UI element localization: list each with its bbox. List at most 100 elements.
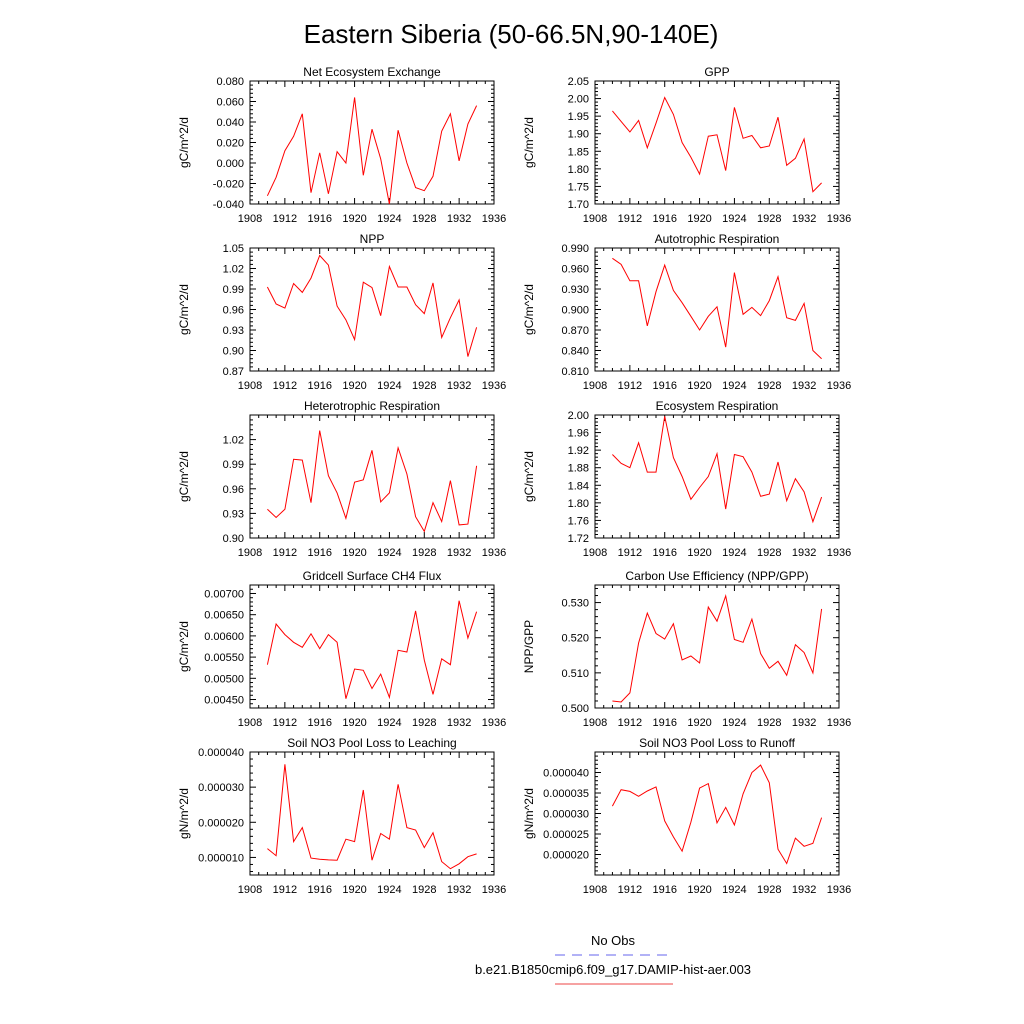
y-axis-label: NPP/GPP <box>522 620 536 673</box>
y-tick-label: 0.840 <box>561 346 589 358</box>
y-tick-label: 0.510 <box>561 668 589 680</box>
y-tick-label: 0.00600 <box>204 631 244 643</box>
figure-title: Eastern Siberia (50-66.5N,90-140E) <box>304 19 719 49</box>
x-tick-label: 1936 <box>827 884 851 896</box>
y-tick-label: 0.000020 <box>198 817 244 829</box>
x-tick-label: 1924 <box>377 717 401 729</box>
panel-title: Soil NO3 Pool Loss to Leaching <box>287 736 456 750</box>
x-tick-label: 1908 <box>238 884 262 896</box>
y-tick-label: 1.95 <box>568 111 589 123</box>
panel-title: Heterotrophic Respiration <box>304 399 440 413</box>
series-line <box>266 600 478 700</box>
x-tick-label: 1932 <box>792 547 816 559</box>
x-tick-label: 1932 <box>447 884 471 896</box>
y-tick-label: 1.92 <box>568 445 589 457</box>
x-tick-label: 1920 <box>687 213 711 225</box>
x-tick-label: 1912 <box>618 213 642 225</box>
x-tick-label: 1916 <box>652 547 676 559</box>
x-tick-label: 1932 <box>792 717 816 729</box>
y-tick-label: 1.70 <box>568 199 589 211</box>
series-line <box>267 430 478 533</box>
plot-frame <box>249 80 495 205</box>
x-tick-label: 1936 <box>827 213 851 225</box>
panel-title: NPP <box>360 232 385 246</box>
plot-frame <box>594 751 840 876</box>
plot-frame <box>594 584 840 709</box>
x-tick-label: 1912 <box>618 547 642 559</box>
x-tick-label: 1908 <box>238 547 262 559</box>
x-tick-label: 1920 <box>687 717 711 729</box>
y-axis-label: gC/m^2/d <box>522 117 536 168</box>
x-tick-label: 1912 <box>618 717 642 729</box>
y-tick-label: 0.93 <box>223 325 244 337</box>
x-tick-label: 1916 <box>307 380 331 392</box>
x-tick-label: 1932 <box>792 380 816 392</box>
y-tick-label: 0.000020 <box>543 850 589 862</box>
x-tick-label: 1916 <box>307 884 331 896</box>
chart-panels: Net Ecosystem Exchange gC/m^2/d 1908 1912 19… <box>177 65 851 896</box>
x-tick-label: 1920 <box>342 717 366 729</box>
y-tick-label: 0.040 <box>216 117 244 129</box>
x-tick-label: 1924 <box>377 547 401 559</box>
y-tick-label: 2.05 <box>568 76 589 88</box>
x-tick-label: 1936 <box>482 380 506 392</box>
x-tick-label: 1912 <box>273 547 297 559</box>
y-tick-label: 0.00500 <box>204 673 244 685</box>
series-line <box>267 764 477 870</box>
x-tick-label: 1908 <box>583 213 607 225</box>
y-tick-label: 1.02 <box>223 435 244 447</box>
y-axis-label: gN/m^2/d <box>177 788 191 839</box>
x-tick-label: 1932 <box>792 884 816 896</box>
y-axis-label: gC/m^2/d <box>177 117 191 168</box>
y-axis-label: gC/m^2/d <box>177 284 191 335</box>
y-tick-label: 0.00650 <box>204 610 244 622</box>
y-tick-label: 0.000030 <box>543 809 589 821</box>
y-tick-label: -0.020 <box>213 179 244 191</box>
x-tick-label: 1924 <box>722 717 746 729</box>
x-tick-label: 1932 <box>447 213 471 225</box>
y-tick-label: 0.990 <box>561 243 589 255</box>
panel-autotrophic-respiration: Autotrophic Respiration gC/m^2/d 1908 1912 1… <box>522 232 851 392</box>
panel-title: Ecosystem Respiration <box>656 399 779 413</box>
y-tick-label: 0.810 <box>561 366 589 378</box>
y-tick-label: 0.96 <box>223 484 244 496</box>
y-tick-label: 0.99 <box>223 284 244 296</box>
legend-label-no-obs: No Obs <box>591 933 636 948</box>
panel-gridcell-surface-ch4-flux: Gridcell Surface CH4 Flux gC/m^2/d 1908 191… <box>177 569 506 729</box>
x-tick-label: 1928 <box>412 717 436 729</box>
x-tick-label: 1916 <box>652 380 676 392</box>
panel-soil-no3-pool-loss-to-leaching: Soil NO3 Pool Loss to Leaching gN/m^2/d 19… <box>177 736 506 896</box>
x-tick-label: 1924 <box>377 380 401 392</box>
y-tick-label: 0.520 <box>561 633 589 645</box>
y-tick-label: 1.85 <box>568 146 589 158</box>
x-tick-label: 1916 <box>307 213 331 225</box>
y-tick-label: 1.02 <box>223 264 244 276</box>
x-tick-label: 1912 <box>273 717 297 729</box>
panel-carbon-use-efficiency-npp-gpp: Carbon Use Efficiency (NPP/GPP) NPP/GPP 19… <box>522 569 851 729</box>
series-line <box>611 764 823 865</box>
series-line <box>612 96 822 193</box>
series-line <box>612 593 823 703</box>
y-tick-label: 0.000 <box>216 158 244 170</box>
y-tick-label: 0.87 <box>223 366 244 378</box>
y-axis-label: gC/m^2/d <box>177 621 191 672</box>
x-tick-label: 1932 <box>447 717 471 729</box>
x-tick-label: 1936 <box>827 547 851 559</box>
y-tick-label: 1.88 <box>568 463 589 475</box>
x-tick-label: 1936 <box>827 380 851 392</box>
plot-frame <box>594 247 840 372</box>
series-line <box>266 254 478 357</box>
panel-title: Autotrophic Respiration <box>655 232 780 246</box>
x-tick-label: 1908 <box>238 717 262 729</box>
x-tick-label: 1912 <box>618 380 642 392</box>
x-tick-label: 1912 <box>618 884 642 896</box>
y-tick-label: 0.90 <box>223 533 244 545</box>
x-tick-label: 1912 <box>273 884 297 896</box>
x-tick-label: 1932 <box>447 380 471 392</box>
y-tick-label: 1.05 <box>223 243 244 255</box>
x-tick-label: 1908 <box>583 547 607 559</box>
panel-npp: NPP gC/m^2/d 1908 1912 1916 1920 1924 1928 1932 1… <box>177 232 506 392</box>
x-tick-label: 1908 <box>238 213 262 225</box>
y-tick-label: 0.000035 <box>543 788 589 800</box>
y-tick-label: 0.93 <box>223 508 244 520</box>
